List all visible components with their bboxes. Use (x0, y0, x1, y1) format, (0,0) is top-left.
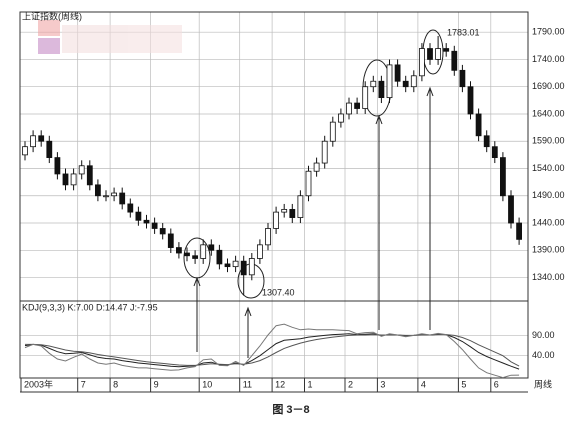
candle-body (119, 192, 126, 205)
candle-body (483, 135, 490, 148)
candle-body (78, 165, 85, 175)
annotation: 1783.01 (447, 27, 480, 37)
candle-body (256, 244, 263, 259)
candle-body (499, 157, 506, 197)
candle-body (491, 146, 498, 158)
candle-body (337, 113, 344, 123)
candle-body (467, 86, 474, 115)
candle-body (248, 258, 255, 276)
x-tick-label: 3 (380, 379, 385, 389)
candle-body (151, 222, 158, 229)
candle-body (305, 170, 312, 197)
candle-body (459, 69, 466, 88)
y-tick-label: 90.00 (532, 330, 555, 340)
candle-body (135, 211, 142, 221)
candle-body (208, 244, 215, 251)
candle-body (111, 192, 117, 197)
candle-body (38, 135, 45, 142)
candle-body (313, 162, 320, 172)
candle-body (427, 48, 433, 60)
x-tick-label: 8 (113, 379, 118, 389)
x-tick-label: 2 (348, 379, 353, 389)
y-tick-label: 1490.00 (532, 190, 565, 200)
candle-body (273, 211, 280, 229)
x-tick-label: 10 (202, 379, 212, 389)
candle-body (175, 247, 182, 254)
x-tick-label: 7 (81, 379, 86, 389)
candle-body (394, 64, 401, 82)
candle-body (281, 208, 288, 213)
y-tick-label: 1540.00 (532, 163, 565, 173)
candle-body (418, 48, 425, 77)
chart-title: 上证指数(周线) (22, 10, 82, 21)
candle-body (435, 48, 442, 60)
x-tick-label: 4 (421, 379, 426, 389)
candle-body (508, 195, 514, 224)
annotation: 1307.40 (262, 287, 295, 297)
candle-body (370, 80, 377, 88)
candle-body (159, 228, 166, 235)
candle-body (167, 233, 174, 248)
candle-body (329, 121, 336, 142)
candle-body (127, 203, 134, 213)
candle-body (143, 219, 150, 224)
candle-body (321, 140, 328, 164)
x-tick-label: 12 (275, 379, 285, 389)
candle-body (192, 255, 199, 259)
candle-body (46, 140, 53, 158)
x-tick-label: 1 (308, 379, 313, 389)
candle-body (22, 146, 28, 156)
candle-body (86, 165, 93, 186)
x-tick-label: 9 (154, 379, 159, 389)
candle-body (443, 48, 450, 52)
y-tick-label: 1690.00 (532, 81, 565, 91)
candle-body (265, 228, 271, 246)
candle-body (54, 157, 61, 175)
x-tick-label: 2003年 (24, 378, 53, 389)
candle-body (378, 80, 385, 99)
y-tick-label: 1590.00 (532, 136, 565, 146)
x-tick-label: 6 (494, 379, 499, 389)
candle-body (410, 75, 417, 88)
kdj-line (25, 334, 520, 367)
caption: 图 3－8 (272, 403, 309, 416)
y-tick-label: 40.00 (532, 350, 555, 360)
y-tick-label: 1640.00 (532, 108, 565, 118)
candle-body (70, 173, 77, 186)
candle-body (232, 260, 239, 268)
blur (38, 20, 182, 54)
x-tick-label: 11 (243, 379, 252, 389)
candle-body (297, 195, 304, 218)
candle-body (184, 252, 190, 257)
candle-body (362, 86, 369, 109)
y-tick-label: 1790.00 (532, 27, 565, 37)
kdj-title: KDJ(9,3,3) K:7.00 D:14.47 J:-7.95 (22, 302, 158, 312)
y-tick-label: 1390.00 (532, 245, 565, 255)
candle-body (224, 263, 231, 268)
y-tick-label: 1740.00 (532, 54, 565, 64)
candle-body (516, 222, 522, 240)
candle-body (289, 208, 296, 218)
x-tick-label: 5 (461, 379, 466, 389)
candle-body (95, 184, 101, 197)
highlights (183, 29, 444, 358)
candle-body (386, 64, 393, 99)
candle-body (62, 173, 69, 186)
y-tick-label: 1340.00 (532, 272, 565, 282)
candle-body (354, 102, 361, 109)
candle-body (346, 102, 352, 115)
candle-body (402, 80, 409, 88)
candle-body (451, 50, 458, 71)
candle-body (240, 260, 247, 276)
candle-body (103, 195, 109, 198)
kdj-line (24, 323, 520, 379)
candle-body (30, 135, 37, 148)
frame (19, 11, 529, 379)
y-tick-label: 1440.00 (532, 217, 565, 227)
x-axis-label: 周线 (534, 378, 552, 389)
candle-body (200, 244, 207, 259)
candle-body (475, 113, 482, 137)
candle-body (216, 249, 223, 265)
